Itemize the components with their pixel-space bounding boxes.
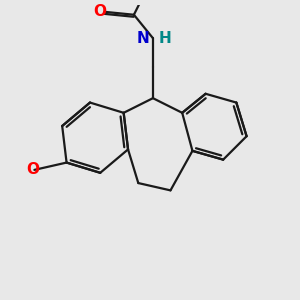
Text: N: N	[137, 31, 149, 46]
Text: O: O	[93, 4, 106, 19]
Text: H: H	[159, 31, 172, 46]
Text: O: O	[26, 162, 39, 177]
